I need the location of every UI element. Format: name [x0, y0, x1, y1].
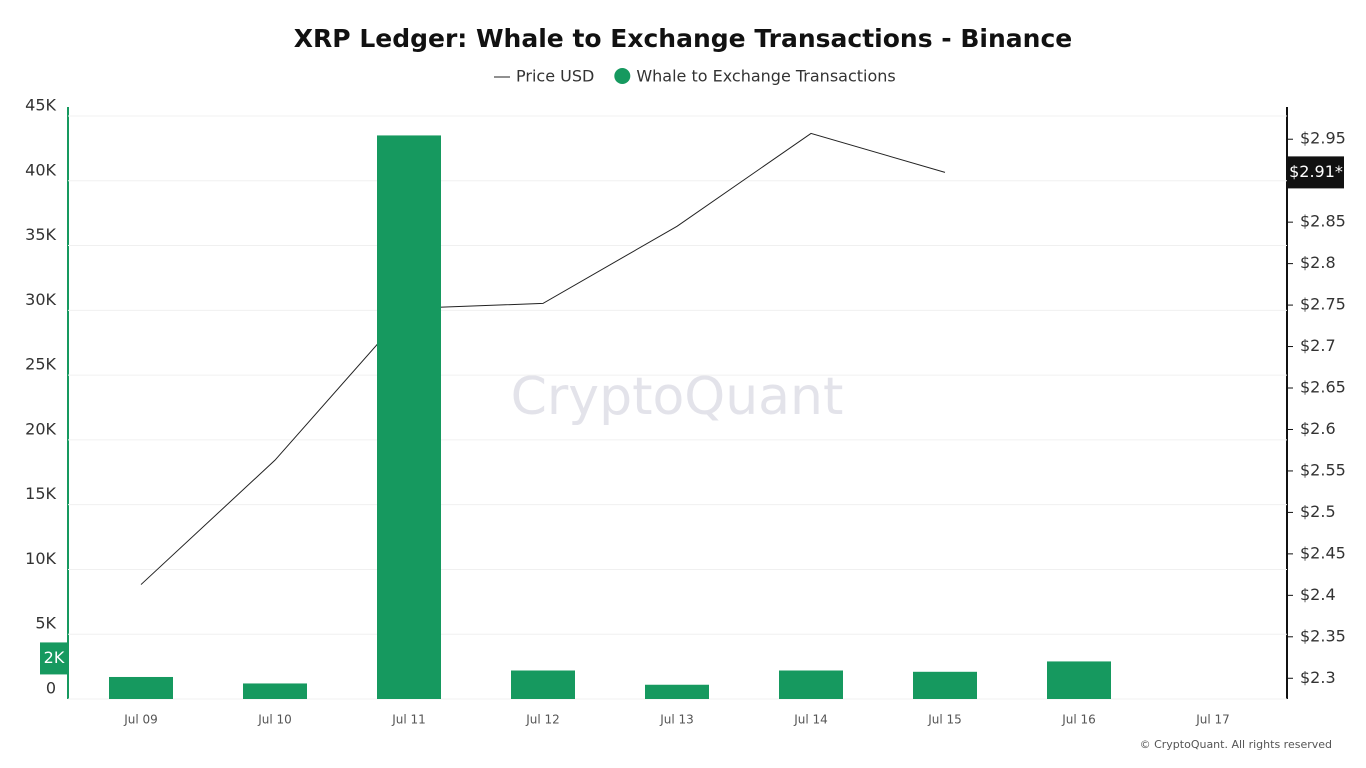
x-tick-label: Jul 15: [927, 713, 962, 727]
bar: [243, 683, 307, 699]
price-line: [140, 132, 946, 585]
y2-tick-label: $2.6: [1300, 419, 1336, 438]
y2-tick-label: $2.65: [1300, 378, 1346, 397]
bar: [913, 671, 977, 699]
y2-tick-label: $2.8: [1300, 253, 1336, 272]
last-value-label: 2K: [44, 648, 65, 667]
y-tick-label: 10K: [25, 549, 56, 568]
y-tick-label: 15K: [25, 484, 56, 503]
x-tick-label: Jul 10: [257, 713, 292, 727]
y-tick-label: 5K: [35, 614, 56, 633]
x-tick-label: Jul 12: [525, 713, 560, 727]
y-tick-label: 45K: [25, 96, 56, 115]
x-tick-label: Jul 11: [391, 713, 426, 727]
y2-tick-label: $2.5: [1300, 502, 1336, 521]
y2-tick-label: $2.4: [1300, 585, 1336, 604]
y-tick-label: 0: [46, 679, 56, 698]
bar: [109, 676, 173, 699]
y-tick-label: 40K: [25, 160, 56, 179]
chart-title: XRP Ledger: Whale to Exchange Transactio…: [294, 24, 1072, 53]
bar: [1047, 661, 1111, 699]
bar: [779, 670, 843, 699]
y2-tick-label: $2.95: [1300, 129, 1346, 148]
y2-tick-label: $2.3: [1300, 668, 1336, 687]
legend-swatch: [614, 68, 631, 84]
x-tick-label: Jul 13: [659, 713, 694, 727]
last-price-label: $2.91*: [1289, 162, 1343, 181]
last-value-box: [40, 642, 68, 675]
y-tick-label: 35K: [25, 225, 56, 244]
footer: © CryptoQuant. All rights reserved: [1140, 738, 1332, 751]
bar: [645, 684, 709, 699]
legend-label: Whale to Exchange Transactions: [636, 67, 895, 86]
watermark: CryptoQuant: [511, 367, 844, 427]
x-tick-label: Jul 09: [123, 713, 158, 727]
y-tick-label: 20K: [25, 419, 56, 438]
bar: [511, 670, 575, 699]
y-tick-label: 25K: [25, 355, 56, 374]
y-tick-label: 30K: [25, 290, 56, 309]
y2-tick-label: $2.35: [1300, 626, 1346, 645]
y2-tick-label: $2.55: [1300, 460, 1346, 479]
y2-tick-label: $2.7: [1300, 336, 1336, 355]
last-price-box: [1288, 156, 1344, 189]
x-tick-label: Jul 17: [1195, 713, 1230, 727]
y2-tick-label: $2.75: [1300, 295, 1346, 314]
y2-tick-label: $2.45: [1300, 543, 1346, 562]
bar: [377, 135, 441, 699]
legend-label: Price USD: [516, 67, 594, 86]
y2-tick-label: $2.85: [1300, 212, 1346, 231]
x-tick-label: Jul 14: [793, 713, 828, 727]
x-tick-label: Jul 16: [1061, 713, 1096, 727]
